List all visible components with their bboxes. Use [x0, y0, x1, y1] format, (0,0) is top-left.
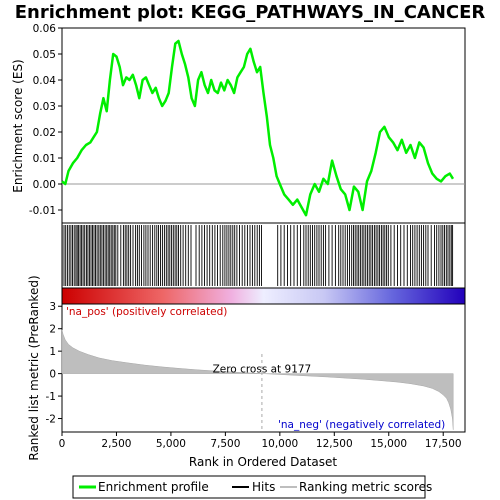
positively-correlated-label: 'na_pos' (positively correlated) [66, 306, 227, 318]
es-y-axis-label: Enrichment score (ES) [11, 59, 25, 192]
x-tick-label: 2,500 [101, 438, 131, 450]
x-tick-label: 17,500 [425, 438, 462, 450]
x-tick-label: 0 [59, 438, 66, 450]
es-y-tick-label: 0.01 [33, 153, 56, 165]
metric-y-axis-label: Ranked list metric (PreRanked) [27, 275, 41, 460]
x-tick-label: 5,000 [156, 438, 186, 450]
hits-panel [61, 225, 454, 286]
negatively-correlated-label: 'na_neg' (negatively correlated) [278, 419, 445, 431]
metric-y-tick-label: 1 [49, 346, 56, 358]
legend-label-hits: Hits [252, 480, 275, 494]
es-y-tick-label: -0.01 [29, 205, 56, 217]
es-y-axis-ticks: -0.01 0.00 0.01 0.02 0.03 0.04 0.05 0.06 [29, 23, 62, 217]
x-tick-label: 7,500 [210, 438, 240, 450]
metric-y-tick-label: -1 [46, 391, 56, 403]
metric-y-tick-label: 3 [49, 301, 56, 313]
x-tick-label: 15,000 [370, 438, 407, 450]
x-tick-label: 12,500 [316, 438, 353, 450]
metric-y-tick-label: -2 [46, 414, 56, 426]
es-panel-frame [61, 27, 466, 224]
metric-y-tick-label: 0 [49, 369, 56, 381]
rank-color-bar [61, 287, 466, 305]
es-y-tick-label: 0.05 [33, 49, 56, 61]
hits-panel-frame [61, 222, 466, 289]
metric-y-axis-ticks: -2 -1 0 1 2 3 [46, 301, 62, 426]
legend: Enrichment profile Hits Ranking metric s… [72, 475, 432, 499]
x-axis-ticks: 0 2,500 5,000 7,500 10,000 12,500 15,000 17,500 [59, 432, 462, 450]
x-axis-label: Rank in Ordered Dataset [189, 455, 337, 469]
ranking-metric-area [61, 329, 454, 430]
zero-cross-label: Zero cross at 9177 [213, 364, 312, 376]
enrichment-profile-line [61, 39, 455, 217]
es-y-tick-label: 0.03 [33, 101, 56, 113]
es-y-tick-label: 0.04 [33, 75, 57, 87]
legend-label-enrichment-profile: Enrichment profile [98, 480, 209, 494]
metric-y-tick-label: 2 [49, 324, 56, 336]
x-tick-label: 10,000 [261, 438, 298, 450]
es-y-tick-label: 0.02 [33, 127, 56, 139]
chart-title: Enrichment plot: KEGG_PATHWAYS_IN_CANCER [15, 2, 486, 23]
es-y-tick-label: 0.06 [33, 23, 57, 35]
legend-label-ranking-metric: Ranking metric scores [299, 480, 432, 494]
es-y-tick-label: 0.00 [33, 179, 56, 191]
